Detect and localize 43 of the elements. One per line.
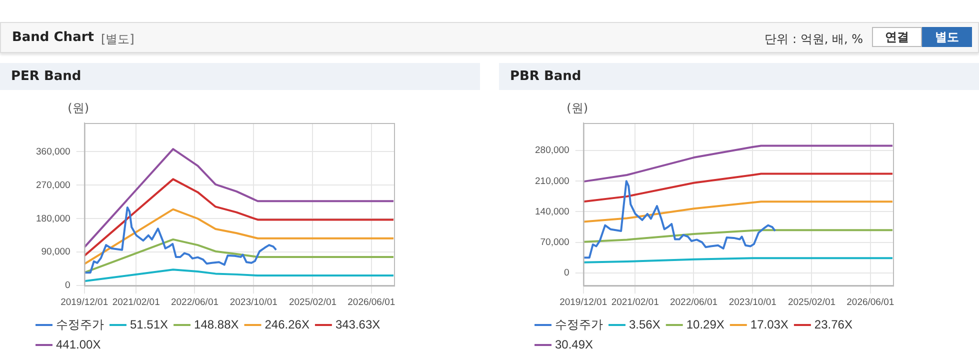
x-tick-label: 2019/12/01: [60, 296, 108, 308]
x-tick-label: 2019/12/01: [560, 296, 608, 308]
x-tick-label: 2021/02/01: [611, 296, 659, 308]
legend-label: 23.76X: [814, 317, 852, 332]
x-tick-label: 2023/10/01: [230, 296, 278, 308]
legend-label: 343.63X: [335, 317, 380, 332]
text: Band Chart: [12, 30, 94, 45]
text: 단위 : 억원, 배, %: [764, 31, 863, 48]
chart-title: PBR Band: [499, 63, 979, 90]
y-tick-label: 210,000: [534, 176, 570, 187]
legend-label: 30.49X: [555, 337, 594, 352]
x-tick-label: 2025/02/01: [788, 296, 836, 308]
y-tick-label: 270,000: [36, 180, 70, 191]
y-tick-label: 90,000: [41, 246, 70, 258]
x-tick-label: 2023/10/01: [728, 296, 776, 308]
y-tick-label: 0: [564, 268, 570, 279]
legend-label: 10.29X: [686, 317, 724, 332]
text: [별도]: [101, 31, 134, 48]
x-tick-label: 2026/06/01: [846, 296, 894, 308]
x-tick-label: 2021/02/01: [112, 296, 160, 308]
x-tick-label: 2022/06/01: [170, 296, 219, 308]
y-axis-title: (원): [68, 101, 90, 116]
y-tick-label: 140,000: [534, 206, 570, 218]
y-tick-label: 280,000: [534, 145, 570, 156]
x-tick-label: 2026/06/01: [348, 296, 396, 308]
legend-label: 17.03X: [750, 317, 788, 332]
y-tick-label: 360,000: [36, 146, 70, 158]
chart-title: PER Band: [0, 63, 480, 90]
y-axis-title: (원): [566, 101, 588, 116]
x-tick-label: 2025/02/01: [288, 296, 337, 308]
toggle-button: 연결: [872, 27, 922, 47]
legend-label: 수정주가: [56, 317, 104, 332]
legend-label: 수정주가: [555, 317, 603, 332]
y-tick-label: 0: [65, 280, 70, 292]
y-tick-label: 180,000: [36, 213, 70, 224]
legend-label: 51.51X: [130, 317, 168, 332]
legend-label: 148.88X: [194, 317, 239, 332]
legend-label: 441.00X: [56, 337, 101, 352]
x-tick-label: 2022/06/01: [670, 296, 718, 308]
toggle-button: 별도: [922, 27, 972, 47]
legend-label: 246.26X: [264, 317, 310, 332]
y-tick-label: 70,000: [540, 236, 570, 248]
legend-label: 3.56X: [629, 317, 660, 332]
